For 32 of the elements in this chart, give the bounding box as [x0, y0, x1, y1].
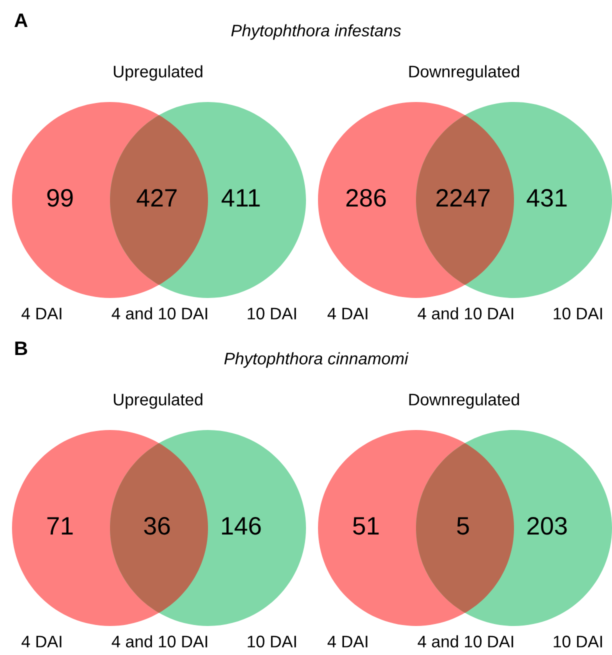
text: Downregulated — [409, 393, 519, 409]
category-label: 10 DAI — [248, 636, 296, 648]
data-label: 71 — [47, 517, 73, 534]
data-label: 5 — [457, 517, 469, 535]
data-label: 411 — [222, 189, 260, 206]
text: B — [15, 342, 28, 356]
text: A — [14, 14, 28, 28]
data-label: 203 — [527, 517, 567, 535]
text: Upregulated — [114, 393, 202, 409]
category-label: 10 DAI — [248, 308, 296, 320]
category-label: 10 DAI — [554, 308, 602, 320]
category-label: 4 and 10 DAI — [112, 307, 208, 320]
data-label: 99 — [47, 189, 73, 207]
data-label: 2247 — [436, 189, 490, 206]
category-label: 4 DAI — [22, 636, 62, 648]
category-label: 4 DAI — [328, 636, 368, 648]
data-label: 427 — [136, 189, 177, 206]
category-label: 4 and 10 DAI — [418, 635, 514, 648]
category-label: 4 and 10 DAI — [418, 307, 514, 320]
category-label: 10 DAI — [554, 636, 602, 648]
data-label: 431 — [526, 189, 567, 207]
data-label: 146 — [222, 517, 261, 535]
text: Phytophthora cinnamomi — [224, 352, 409, 368]
text: Upregulated — [114, 65, 202, 81]
category-label: 4 and 10 DAI — [112, 635, 208, 648]
category-label: 4 DAI — [328, 308, 368, 320]
data-label: 51 — [353, 517, 379, 535]
category-label: 4 DAI — [22, 308, 62, 320]
text: Phytophthora infestans — [231, 24, 401, 40]
text: Downregulated — [409, 65, 519, 81]
data-label: 36 — [144, 517, 170, 535]
data-label: 286 — [346, 189, 386, 207]
